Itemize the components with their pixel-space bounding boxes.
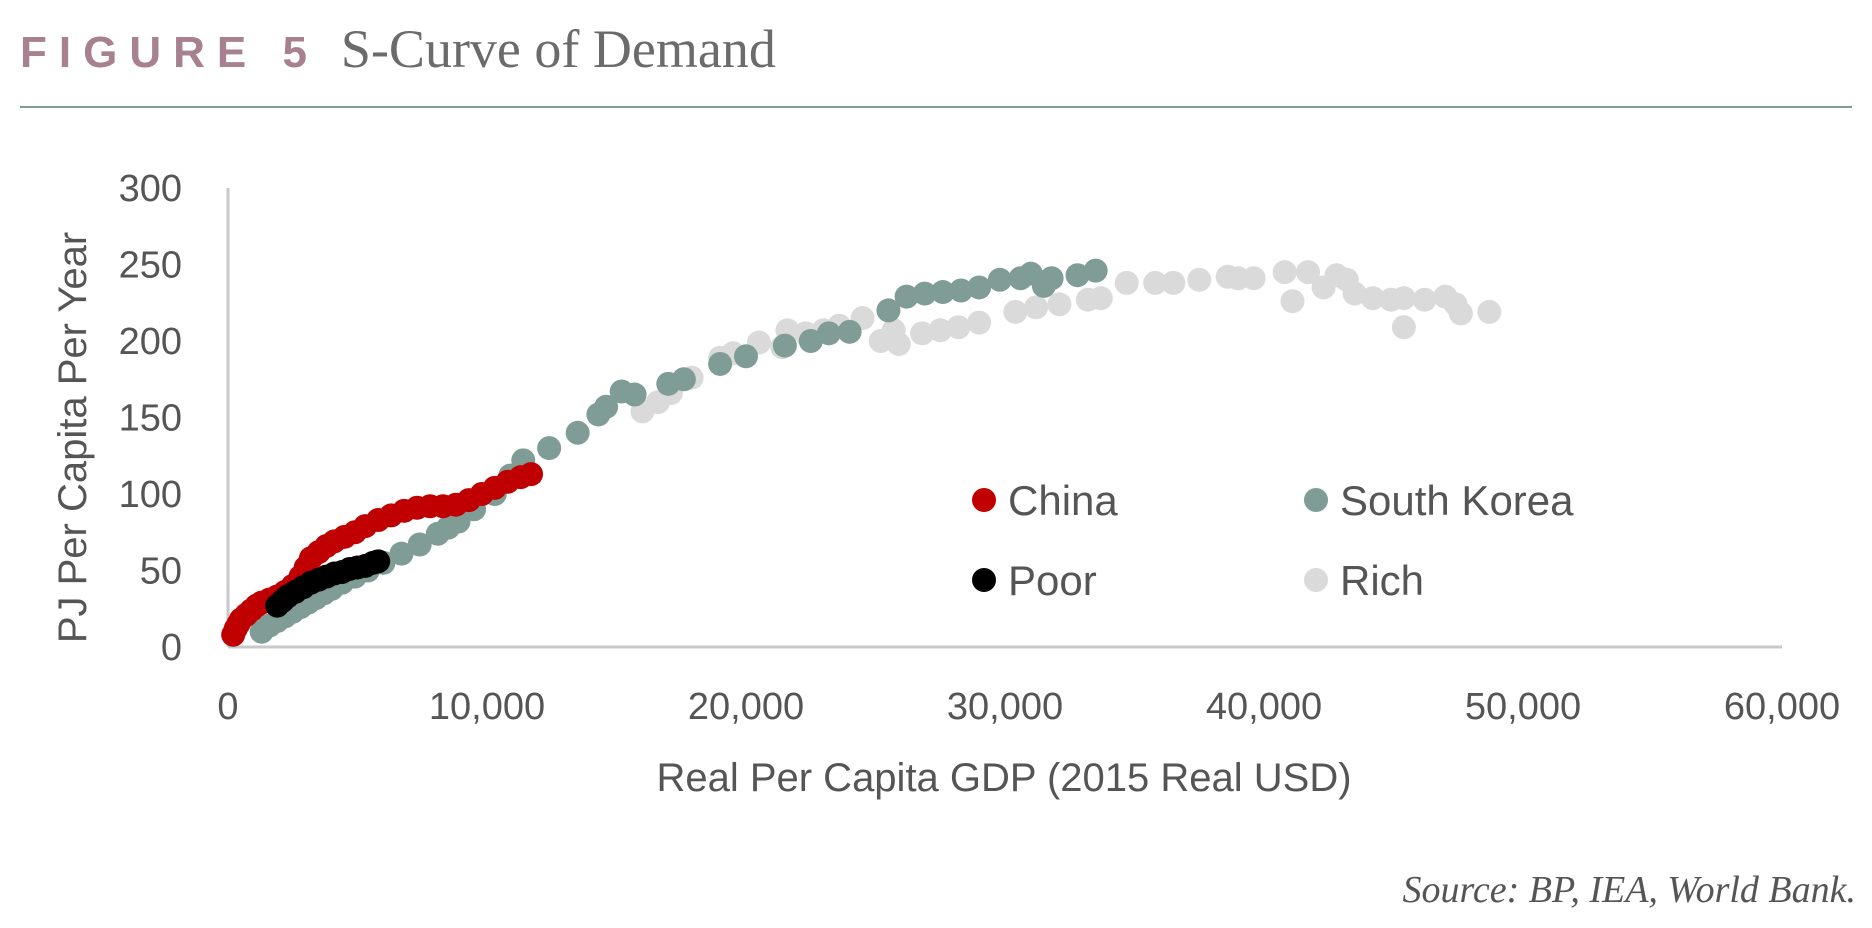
point-south-korea (987, 267, 1012, 292)
point-rich (1003, 299, 1028, 324)
point-south-korea (837, 319, 862, 344)
legend-label-poor: Poor (1008, 557, 1097, 604)
point-rich (1143, 270, 1168, 295)
y-axis-title: PJ Per Capita Per Year (51, 232, 95, 643)
point-rich (886, 332, 911, 357)
y-tick-label: 300 (119, 168, 182, 210)
point-south-korea (1065, 263, 1090, 288)
point-rich (1241, 266, 1266, 291)
point-south-korea (967, 275, 992, 300)
y-tick-label: 250 (119, 245, 182, 287)
point-rich (1342, 281, 1367, 306)
point-south-korea (734, 344, 758, 369)
point-south-korea (816, 321, 841, 346)
legend-marker-rich (1304, 568, 1328, 592)
legend-marker-poor (972, 568, 996, 592)
point-south-korea (389, 541, 414, 566)
point-south-korea (594, 394, 619, 419)
x-axis-title: Real Per Capita GDP (2015 Real USD) (656, 756, 1351, 800)
point-south-korea (1039, 266, 1064, 291)
point-south-korea (930, 280, 955, 305)
legend-label-china: China (1008, 477, 1118, 524)
point-rich (1114, 270, 1139, 295)
point-south-korea (1083, 258, 1108, 283)
point-south-korea (798, 329, 823, 353)
x-tick-label: 40,000 (1206, 686, 1322, 728)
point-rich (928, 318, 953, 343)
legend-marker-south-korea (1304, 488, 1328, 512)
point-south-korea (894, 284, 919, 309)
point-rich (1280, 289, 1305, 314)
point-south-korea (708, 351, 733, 376)
x-tick-label: 20,000 (688, 686, 804, 728)
point-rich (1412, 287, 1437, 312)
figure-header: FIGURE 5 S-Curve of Demand (20, 18, 776, 88)
point-south-korea (565, 420, 590, 445)
x-tick-label: 0 (217, 686, 238, 728)
x-tick-label: 60,000 (1724, 686, 1840, 728)
point-rich (1187, 267, 1212, 292)
x-tick-label: 10,000 (429, 686, 545, 728)
point-south-korea (407, 532, 432, 557)
point-rich (1272, 260, 1297, 285)
header-divider (20, 106, 1852, 108)
x-tick-label: 30,000 (947, 686, 1063, 728)
point-south-korea (671, 367, 696, 392)
y-tick-label: 200 (119, 321, 182, 363)
figure-label: FIGURE 5 (20, 28, 319, 77)
point-rich (1391, 286, 1416, 311)
point-south-korea (912, 281, 937, 306)
x-tick-label: 50,000 (1465, 686, 1581, 728)
point-south-korea (948, 278, 973, 303)
y-tick-label: 150 (119, 398, 182, 440)
point-rich (1047, 292, 1072, 317)
point-rich (946, 315, 971, 340)
point-china (519, 462, 544, 487)
point-rich (1477, 299, 1502, 324)
point-rich (1024, 295, 1049, 320)
point-south-korea (622, 382, 647, 407)
point-rich (1161, 270, 1186, 295)
y-tick-label: 50 (140, 551, 182, 593)
point-south-korea (876, 298, 901, 323)
point-rich (1296, 260, 1321, 285)
y-tick-label: 0 (161, 627, 182, 669)
point-rich (1088, 286, 1113, 311)
legend-marker-china (972, 488, 996, 512)
point-poor (366, 549, 391, 574)
point-rich (1391, 315, 1416, 340)
point-rich (967, 310, 992, 335)
source-note: Source: BP, IEA, World Bank. (1402, 869, 1856, 911)
legend-label-south-korea: South Korea (1340, 477, 1574, 524)
point-rich (1448, 301, 1473, 326)
figure-title: S-Curve of Demand (340, 19, 776, 79)
scatter-chart: 0 50 100 150 200 250 300 0 10,000 20,000 30,000 40,… (51, 168, 1840, 800)
point-south-korea (772, 333, 797, 358)
y-tick-label: 100 (119, 474, 182, 516)
point-rich (910, 321, 935, 346)
point-south-korea (537, 436, 562, 461)
legend-label-rich: Rich (1340, 557, 1424, 604)
point-rich (1360, 286, 1385, 311)
